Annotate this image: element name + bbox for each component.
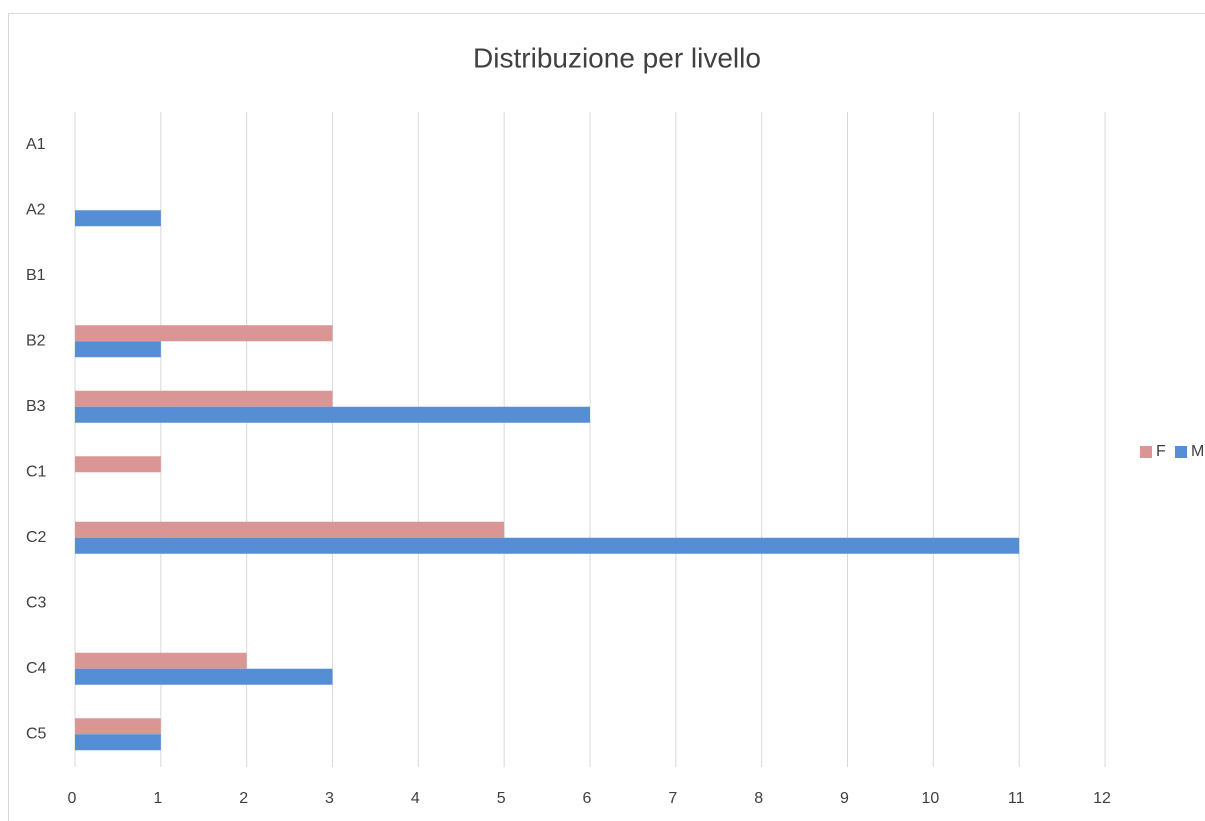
x-tick-label: 12 bbox=[1093, 790, 1111, 807]
legend-swatch bbox=[1140, 446, 1152, 458]
bar bbox=[75, 537, 1020, 554]
bar bbox=[75, 652, 247, 669]
x-tick-label: 9 bbox=[840, 790, 849, 807]
x-tick-label: 5 bbox=[497, 790, 506, 807]
x-tick-label: 4 bbox=[411, 790, 420, 807]
y-tick-label: B3 bbox=[26, 398, 46, 415]
bar bbox=[75, 668, 333, 685]
legend-swatch bbox=[1175, 446, 1187, 458]
x-tick-label: 11 bbox=[1008, 790, 1025, 807]
bar bbox=[75, 406, 590, 423]
y-tick-label: B1 bbox=[26, 267, 46, 284]
bar bbox=[75, 718, 161, 735]
x-tick-label: 7 bbox=[668, 790, 677, 807]
y-tick-label: B2 bbox=[26, 332, 46, 349]
y-tick-label: C2 bbox=[26, 529, 47, 546]
legend-label: F bbox=[1156, 443, 1166, 460]
bar bbox=[75, 210, 161, 227]
y-tick-label: C1 bbox=[26, 463, 47, 480]
x-tick-label: 0 bbox=[68, 790, 77, 807]
x-tick-label: 6 bbox=[583, 790, 592, 807]
bar bbox=[75, 325, 333, 342]
y-tick-label: C5 bbox=[26, 725, 47, 742]
bar bbox=[75, 734, 161, 751]
y-tick-label: A1 bbox=[26, 136, 46, 153]
y-tick-label: C4 bbox=[26, 660, 47, 677]
bar bbox=[75, 456, 161, 473]
y-tick-label: C3 bbox=[26, 594, 47, 611]
y-tick-label: A2 bbox=[26, 201, 46, 218]
x-tick-label: 10 bbox=[921, 790, 939, 807]
bar bbox=[75, 390, 333, 407]
chart-title: Distribuzione per livello bbox=[473, 42, 761, 73]
x-tick-label: 3 bbox=[325, 790, 334, 807]
legend-label: M bbox=[1191, 443, 1204, 460]
x-tick-label: 1 bbox=[153, 790, 162, 807]
x-tick-label: 8 bbox=[754, 790, 763, 807]
bar bbox=[75, 341, 161, 358]
x-tick-label: 2 bbox=[239, 790, 248, 807]
bar bbox=[75, 521, 505, 538]
